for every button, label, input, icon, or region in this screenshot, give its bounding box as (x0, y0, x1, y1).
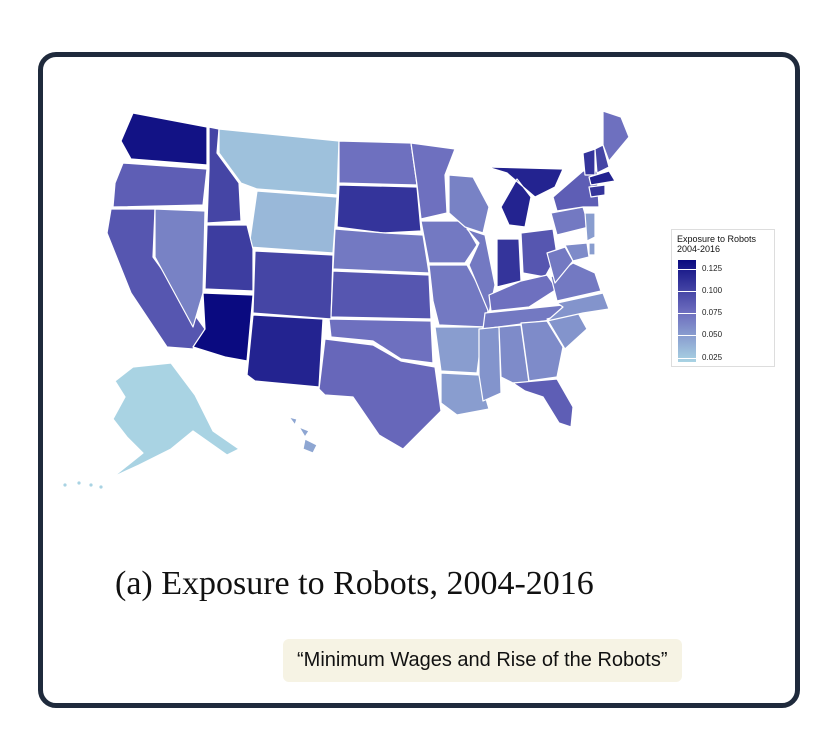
state-ma (588, 170, 616, 186)
legend-title: Exposure to Robots 2004-2016 (677, 234, 775, 254)
state-hi (288, 416, 318, 454)
legend-title-line2: 2004-2016 (677, 244, 721, 254)
alaska-island-1 (89, 483, 93, 487)
state-wi (448, 174, 490, 234)
state-ak (112, 362, 240, 478)
legend-tick-label: 0.050 (702, 330, 723, 340)
us-choropleth-map (63, 110, 630, 489)
state-co (252, 250, 334, 320)
figure-card: Exposure to Robots 2004-2016 0.125 0.100 0… (38, 52, 800, 708)
state-nj (584, 212, 596, 242)
source-tag: “Minimum Wages and Rise of the Robots” (283, 639, 682, 682)
legend-tick-mark (678, 335, 696, 337)
state-wa (120, 112, 208, 166)
state-ms (478, 326, 502, 402)
state-wy (248, 190, 338, 254)
state-sd (336, 184, 422, 234)
state-nh (594, 144, 610, 174)
legend-tick-mark (678, 268, 696, 270)
state-mn (410, 142, 456, 220)
legend-tick-label: 0.100 (702, 286, 723, 296)
legend-title-line1: Exposure to Robots (677, 234, 757, 244)
state-fl (512, 378, 574, 428)
legend-tick-label: 0.125 (702, 263, 723, 273)
alaska-island-3 (63, 483, 67, 487)
legend-tick-mark (678, 357, 696, 359)
legend-tick-mark (678, 313, 696, 315)
state-nd (338, 140, 418, 186)
state-ia (420, 220, 478, 264)
state-ne (332, 228, 430, 274)
state-ct (588, 184, 606, 198)
state-la (440, 372, 490, 416)
state-or (112, 162, 208, 208)
state-tx (318, 338, 442, 450)
state-md (564, 242, 590, 262)
state-me (602, 110, 630, 162)
alaska-island-2 (99, 485, 103, 489)
state-de (588, 242, 596, 256)
state-ut (204, 224, 254, 292)
figure-caption: (a) Exposure to Robots, 2004-2016 (115, 565, 594, 602)
state-in (496, 238, 522, 288)
state-vt (582, 148, 596, 176)
state-mi (486, 166, 564, 228)
state-nc (546, 292, 610, 322)
legend-tick-label: 0.075 (702, 308, 723, 318)
alaska-island-0 (77, 481, 81, 485)
state-nm (246, 314, 324, 388)
state-ny (552, 170, 600, 212)
state-ks (330, 270, 432, 320)
legend-tick-mark (678, 291, 696, 293)
state-ga (520, 320, 564, 382)
state-nv (154, 208, 206, 328)
state-ca (106, 208, 206, 350)
legend-color-bar (678, 260, 696, 362)
state-ar (434, 326, 484, 374)
legend-tick-label: 0.025 (702, 352, 723, 362)
state-ok (328, 318, 434, 364)
legend: Exposure to Robots 2004-2016 0.125 0.100 0… (671, 229, 775, 367)
